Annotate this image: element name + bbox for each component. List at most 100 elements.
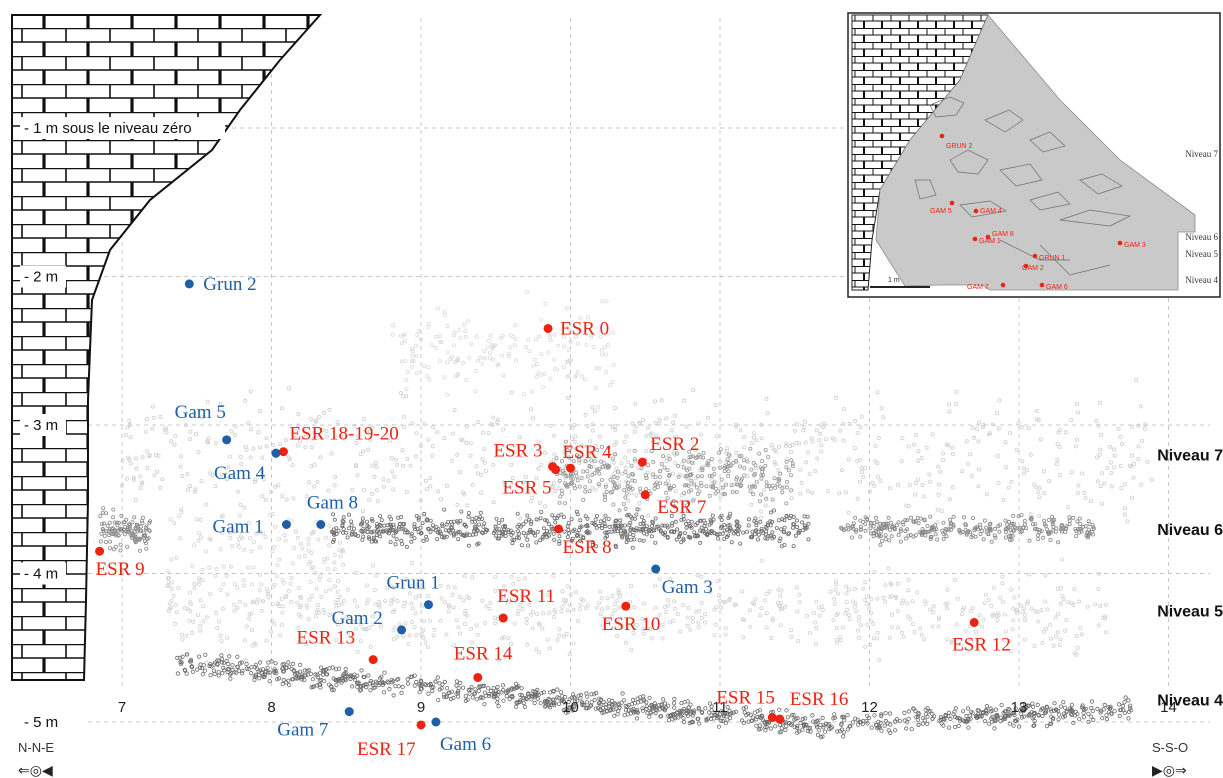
cloud-point — [871, 636, 876, 641]
cloud-point — [1071, 515, 1076, 520]
cloud-point — [791, 514, 796, 519]
cloud-point — [699, 432, 704, 437]
cloud-point — [1049, 721, 1054, 726]
cloud-point — [234, 670, 239, 675]
cloud-point — [566, 527, 571, 532]
cloud-point — [339, 680, 344, 685]
cloud-point — [723, 626, 728, 631]
cloud-point — [772, 508, 777, 513]
cloud-point — [916, 449, 921, 454]
cloud-point — [795, 715, 800, 721]
inset-level-label: Niveau 6 — [1185, 232, 1218, 242]
orientation-left-label: N-N-E — [18, 740, 54, 755]
cloud-point — [476, 688, 481, 694]
cloud-point — [920, 482, 925, 487]
cloud-point — [1043, 573, 1048, 578]
cloud-point — [511, 581, 516, 586]
cloud-point — [763, 532, 768, 537]
cloud-point — [202, 668, 207, 673]
cloud-point — [618, 518, 623, 523]
cloud-point — [493, 691, 498, 697]
cloud-point — [598, 519, 603, 524]
cloud-point — [1028, 452, 1033, 457]
cloud-point — [995, 453, 1000, 458]
cloud-point — [1069, 708, 1074, 714]
cloud-point — [559, 512, 564, 517]
cloud-point — [789, 496, 794, 501]
cloud-point — [1095, 455, 1100, 460]
cloud-point — [445, 350, 450, 355]
cloud-point — [852, 446, 857, 451]
cloud-point — [679, 517, 684, 522]
cloud-point — [644, 618, 649, 623]
sample-label: ESR 10 — [602, 614, 661, 635]
cloud-point — [1132, 461, 1137, 466]
cloud-point — [854, 609, 859, 614]
cloud-point — [467, 596, 472, 601]
cloud-point — [1000, 599, 1005, 604]
cloud-point — [1001, 717, 1006, 722]
cloud-point — [319, 595, 324, 600]
cloud-point — [665, 535, 670, 540]
cloud-point — [548, 376, 553, 381]
cloud-point — [611, 362, 616, 367]
cloud-point — [101, 521, 106, 526]
cloud-point — [868, 526, 873, 531]
cloud-point — [980, 528, 985, 533]
cloud-point — [589, 464, 594, 469]
cloud-point — [557, 534, 562, 539]
cloud-point — [889, 582, 894, 587]
cloud-point — [866, 715, 872, 721]
cloud-point — [1055, 630, 1060, 635]
cloud-point — [1060, 594, 1065, 599]
cloud-point — [204, 660, 209, 665]
cloud-point — [540, 536, 545, 541]
cloud-point — [1127, 709, 1132, 715]
cloud-point — [919, 455, 924, 460]
cloud-point — [890, 525, 895, 530]
cloud-point — [366, 535, 371, 540]
cloud-point — [566, 521, 571, 526]
cloud-point — [1100, 716, 1105, 721]
inset-sample-label: GAM 2 — [1022, 265, 1044, 272]
cloud-point — [593, 385, 598, 390]
sample-point — [637, 457, 647, 467]
sample-points — [95, 279, 979, 730]
cloud-point — [632, 605, 637, 610]
cloud-point — [477, 522, 482, 527]
cloud-point — [941, 451, 946, 456]
cloud-point — [632, 457, 637, 462]
cloud-point — [915, 717, 921, 723]
cloud-point — [701, 529, 706, 534]
cloud-point — [260, 455, 265, 460]
cloud-point — [675, 612, 680, 617]
cloud-point — [984, 492, 989, 497]
sample-point — [416, 720, 426, 730]
cloud-point — [703, 521, 708, 526]
cloud-point — [1054, 708, 1059, 713]
cloud-point — [534, 517, 539, 522]
cloud-point — [450, 522, 455, 527]
cloud-point — [681, 465, 686, 470]
cloud-point — [944, 534, 949, 539]
cloud-point — [430, 523, 435, 528]
cloud-point — [674, 434, 679, 439]
cloud-point — [454, 618, 459, 623]
cloud-point — [131, 475, 136, 480]
cloud-point — [501, 698, 506, 703]
cloud-point — [981, 422, 986, 427]
cloud-point — [568, 339, 573, 344]
cloud-point — [389, 524, 394, 529]
cloud-point — [610, 474, 615, 479]
cloud-point — [928, 514, 933, 519]
cloud-point — [717, 598, 722, 603]
cloud-point — [778, 471, 783, 476]
cloud-point — [976, 439, 981, 444]
cloud-point — [144, 526, 149, 531]
cloud-point — [871, 524, 876, 529]
cloud-point — [1102, 481, 1107, 486]
cloud-point — [393, 457, 398, 462]
cloud-point — [722, 528, 727, 533]
cloud-point — [748, 446, 753, 451]
cloud-point — [814, 723, 819, 728]
